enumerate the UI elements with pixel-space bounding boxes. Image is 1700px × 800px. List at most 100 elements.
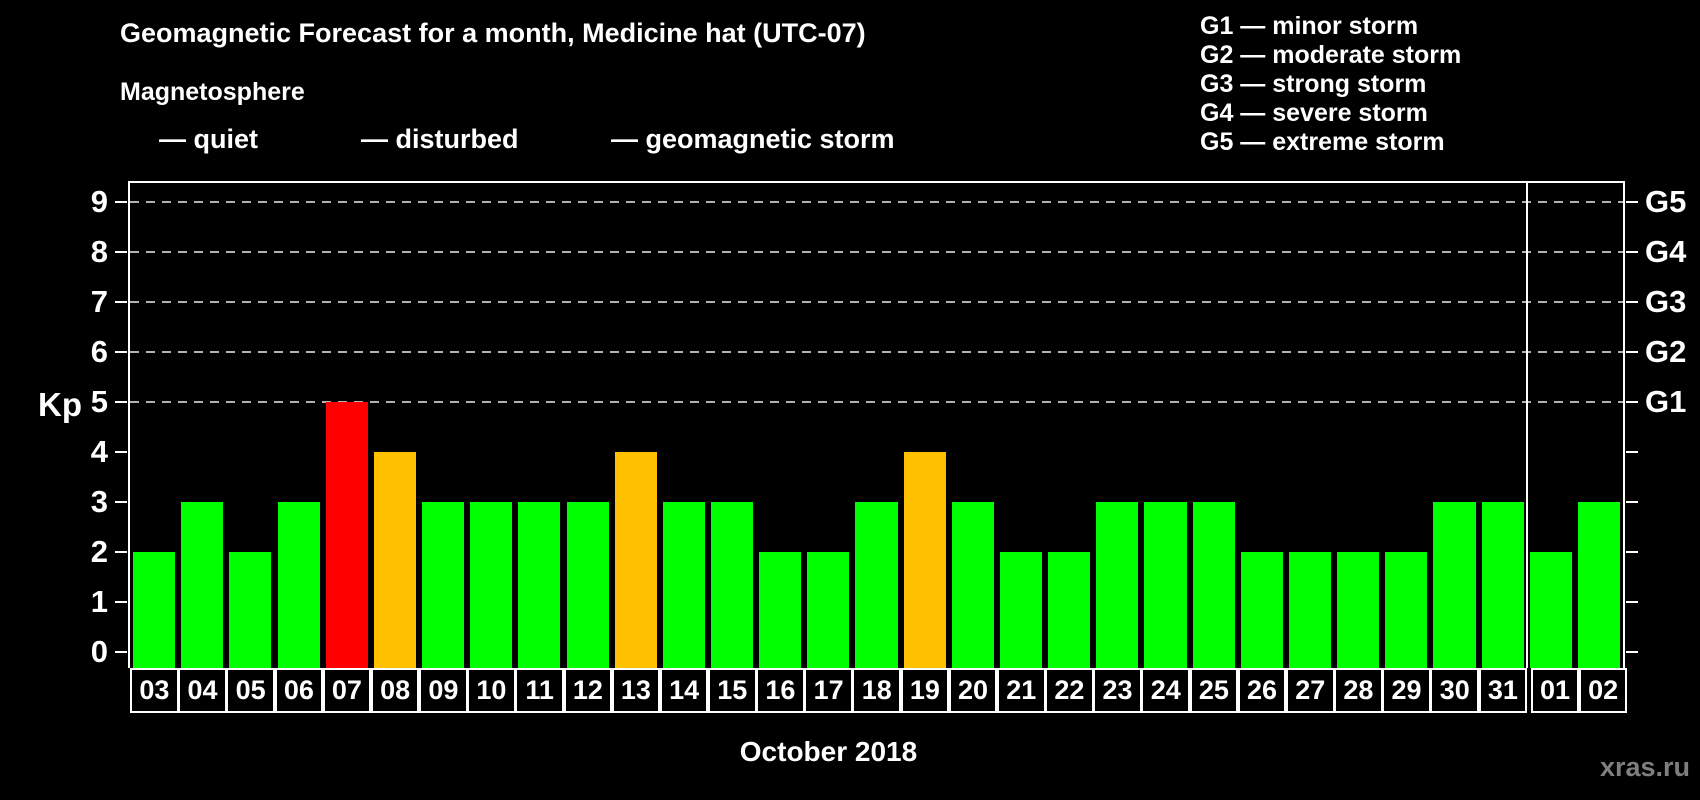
bar-day-10 <box>470 502 513 668</box>
bar-day-30 <box>1433 502 1476 668</box>
bar-day-27 <box>1288 552 1332 668</box>
month-separator-line <box>1525 183 1528 668</box>
magnetosphere-subtitle: Magnetosphere <box>120 78 305 106</box>
legend-item-disturbed: — disturbed <box>322 121 519 157</box>
day-label-29: 29 <box>1382 668 1431 713</box>
right-axis-label-g2: G2 <box>1645 334 1687 369</box>
storm-legend-label: — geomagnetic storm <box>611 123 895 154</box>
y-axis-tick-left-5 <box>115 401 127 403</box>
bar-day-12 <box>566 502 609 668</box>
bar-day-31 <box>1481 502 1524 668</box>
bar-day-09 <box>422 502 465 668</box>
day-label-13: 13 <box>611 668 661 713</box>
y-axis-tick-label-4: 4 <box>90 434 108 469</box>
y-axis-tick-left-1 <box>115 601 127 603</box>
day-label-08: 08 <box>370 668 420 713</box>
gridline-kp7 <box>130 301 1623 303</box>
day-label-25: 25 <box>1189 668 1239 713</box>
bar-day-02 <box>1577 502 1620 668</box>
legend-item-quiet: — quiet <box>120 121 258 157</box>
day-label-19: 19 <box>900 668 950 713</box>
bar-day-22 <box>1048 552 1091 668</box>
day-label-21: 21 <box>996 668 1046 713</box>
day-label-17: 17 <box>804 668 853 713</box>
gridline-kp8 <box>130 251 1623 253</box>
day-label-31: 31 <box>1478 668 1528 713</box>
storm-color-swatch <box>572 122 598 156</box>
bar-day-17 <box>807 552 850 668</box>
bar-day-01 <box>1529 552 1572 668</box>
day-label-01: 01 <box>1530 668 1580 713</box>
y-axis-tick-label-8: 8 <box>90 234 108 269</box>
bar-day-08 <box>373 452 416 668</box>
y-axis-tick-left-3 <box>115 501 127 503</box>
y-axis-tick-right-7 <box>1626 301 1638 303</box>
day-label-09: 09 <box>419 668 468 713</box>
y-axis-tick-left-9 <box>115 201 127 203</box>
quiet-color-swatch <box>120 122 146 156</box>
y-axis-tick-label-6: 6 <box>90 334 108 369</box>
bar-day-18 <box>855 502 898 668</box>
y-axis-tick-label-9: 9 <box>90 184 108 219</box>
disturbed-legend-label: — disturbed <box>361 123 519 154</box>
bar-day-24 <box>1144 502 1187 668</box>
day-label-12: 12 <box>563 668 613 713</box>
g5-legend-line: G5 — extreme storm <box>1200 128 1445 156</box>
day-label-14: 14 <box>659 668 709 713</box>
plot-area: 0 1 2 3 4 5 6 7 8 9 G1 G2 G3 G4 G5 03 04 05 06 07 08 09 10 11 12… <box>91 181 1686 713</box>
y-axis-tick-label-1: 1 <box>90 584 108 619</box>
y-axis-tick-label-7: 7 <box>90 284 108 319</box>
y-axis-tick-right-2 <box>1626 551 1638 553</box>
plot-top-border <box>128 181 1625 183</box>
right-axis-line <box>1623 183 1625 668</box>
day-label-30: 30 <box>1430 668 1480 713</box>
day-label-22: 22 <box>1045 668 1094 713</box>
day-label-05: 05 <box>226 668 275 713</box>
y-axis-tick-right-6 <box>1626 351 1638 353</box>
gridline-kp9 <box>130 201 1623 203</box>
y-axis-tick-label-5: 5 <box>90 384 108 419</box>
day-label-27: 27 <box>1285 668 1335 713</box>
bar-day-20 <box>951 502 994 668</box>
legend-item-storm: — geomagnetic storm <box>572 121 895 157</box>
right-axis-label-g4: G4 <box>1645 234 1687 269</box>
day-label-03: 03 <box>130 668 179 713</box>
y-axis-tick-left-4 <box>115 451 127 453</box>
day-label-11: 11 <box>515 668 564 713</box>
y-axis-label-kp: Kp <box>38 386 82 423</box>
g4-legend-line: G4 — severe storm <box>1200 99 1428 127</box>
quiet-legend-label: — quiet <box>159 123 258 154</box>
right-axis-label-g3: G3 <box>1645 284 1687 319</box>
y-axis-tick-label-0: 0 <box>90 634 108 669</box>
day-label-24: 24 <box>1141 668 1191 713</box>
y-axis-tick-left-8 <box>115 251 127 253</box>
y-axis-tick-right-1 <box>1626 601 1638 603</box>
bar-day-11 <box>518 502 561 668</box>
bar-day-21 <box>999 552 1043 668</box>
bar-day-28 <box>1337 552 1380 668</box>
bar-day-19 <box>903 452 946 668</box>
disturbed-color-swatch <box>322 122 348 156</box>
y-axis-tick-left-7 <box>115 301 127 303</box>
bar-day-06 <box>277 502 320 668</box>
day-label-02: 02 <box>1578 668 1628 713</box>
bar-day-04 <box>181 502 224 668</box>
day-label-07: 07 <box>322 668 372 713</box>
day-label-18: 18 <box>852 668 902 713</box>
bar-day-14 <box>662 502 705 668</box>
g-scale-legend: G1 — minor storm G2 — moderate storm G3 … <box>1200 12 1461 157</box>
day-label-16: 16 <box>756 668 805 713</box>
gridline-kp6 <box>130 351 1623 353</box>
page-title: Geomagnetic Forecast for a month, Medici… <box>120 18 866 48</box>
watermark-xras: xras.ru <box>1599 752 1690 782</box>
y-axis-tick-right-9 <box>1626 201 1638 203</box>
day-label-28: 28 <box>1334 668 1383 713</box>
y-axis-line <box>128 183 130 668</box>
y-axis-tick-left-0 <box>115 651 127 653</box>
y-axis-tick-right-4 <box>1626 451 1638 453</box>
day-label-10: 10 <box>467 668 516 713</box>
y-axis-tick-right-3 <box>1626 501 1638 503</box>
right-axis-label-g5: G5 <box>1645 184 1687 219</box>
bar-day-25 <box>1192 502 1235 668</box>
